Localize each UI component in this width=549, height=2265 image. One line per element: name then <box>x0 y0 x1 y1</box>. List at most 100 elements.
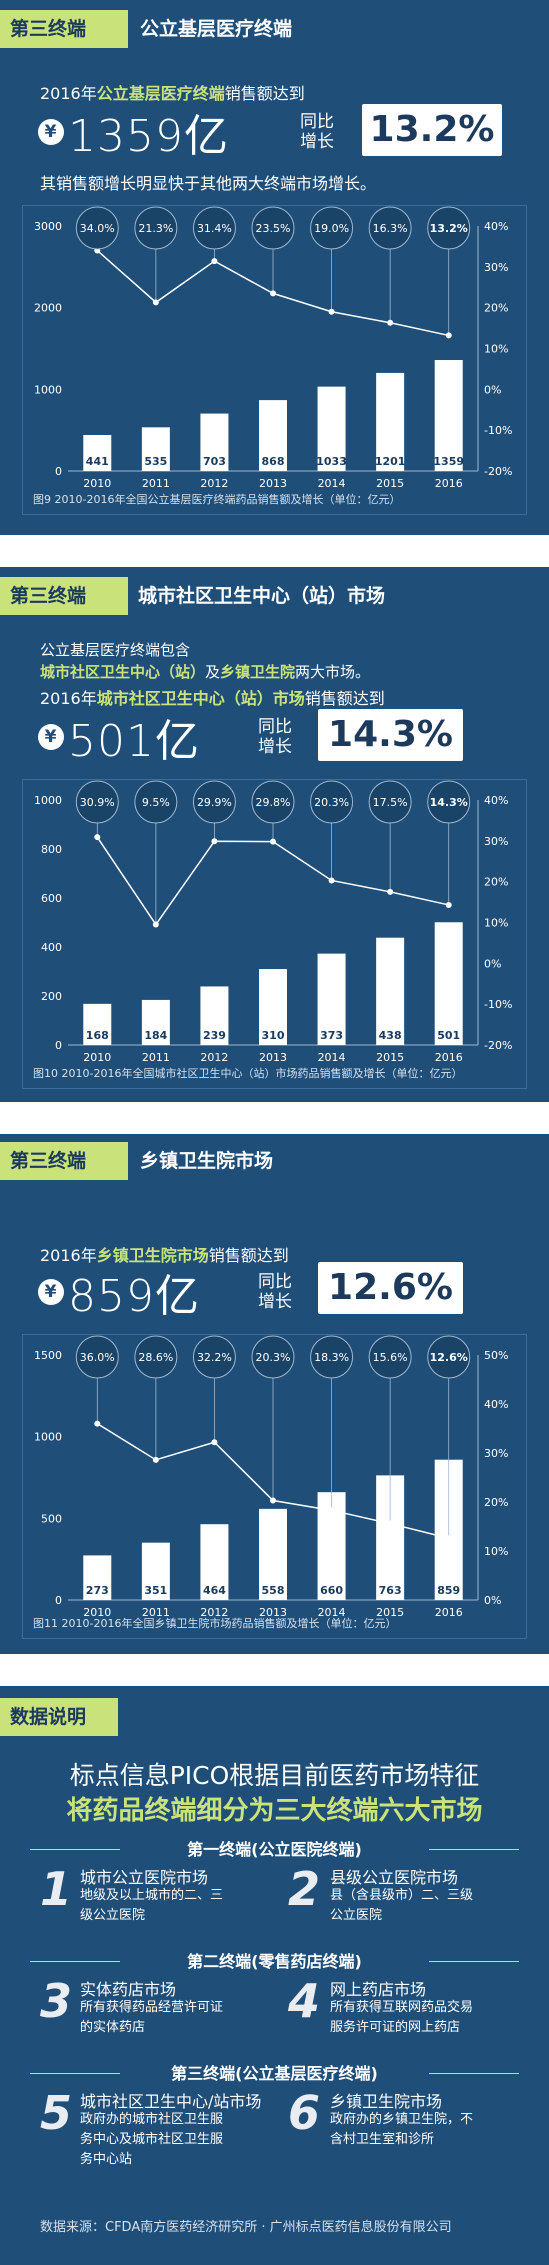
growth-label: 18.3% <box>314 1351 349 1364</box>
y2-tick-label: 20% <box>484 1496 508 1509</box>
section-title: 公立基层医疗终端 <box>140 18 293 40</box>
growth-label: 34.0% <box>80 222 115 235</box>
bar-value-label: 1201 <box>375 455 406 468</box>
item-1-title: 城市公立医院市场 <box>80 1868 209 1887</box>
chart-1: 0 1000 2000 3000 -20% -10% 0% 10% 20% 30% 40% 441 20… <box>34 206 512 490</box>
y-tick-label: 1000 <box>34 794 62 807</box>
section-title: 乡镇卫生院市场 <box>140 1150 274 1172</box>
y-tick-label: 1500 <box>34 1349 62 1362</box>
item-2-desc: 县（含县级市）二、三级 公立医院 <box>330 1888 474 1923</box>
bar-value-label: 373 <box>320 1029 343 1042</box>
growth-point <box>152 299 159 306</box>
bar-value-label: 1359 <box>433 455 464 468</box>
amount-value: ¥501亿 <box>38 705 200 769</box>
x-tick-label: 2016 <box>435 1606 463 1619</box>
item-3-desc: 所有获得药品经营许可证 的实体药店 <box>80 2000 224 2035</box>
y-tick-label: 3000 <box>34 220 62 233</box>
note-text: 其销售额增长明显快于其他两大终端市场增长。 <box>40 174 377 193</box>
section-2-panel: 第三终端 城市社区卫生中心（站）市场 公立基层医疗终端包含 城市社区卫生中心（站… <box>0 567 549 1102</box>
growth-bubble <box>368 1335 412 1379</box>
growth-point <box>152 1456 159 1463</box>
y2-tick-label: 30% <box>484 835 508 848</box>
x-tick-label: 2015 <box>376 1051 404 1064</box>
y2-tick-label: 40% <box>484 1398 508 1411</box>
growth-label: 29.9% <box>197 796 232 809</box>
y-tick-label: 600 <box>41 892 62 905</box>
yoy-label: 同比 增长 <box>258 1272 292 1312</box>
bar <box>259 1508 287 1600</box>
growth-point <box>387 319 394 326</box>
y-tick-label: 1000 <box>34 1431 62 1444</box>
x-tick-label: 2010 <box>83 1051 111 1064</box>
item-3-number: 3 <box>40 1974 73 2028</box>
y2-tick-label: -10% <box>484 998 512 1011</box>
growth-point <box>94 834 101 841</box>
y-tick-label: 2000 <box>34 302 62 315</box>
section-3-panel: 第三终端 乡镇卫生院市场 2016年乡镇卫生院市场销售额达到 ¥859亿 同比增… <box>0 1134 549 1654</box>
bar-value-label: 441 <box>86 455 109 468</box>
item-6-number: 6 <box>288 2086 321 2140</box>
info-headline-1: 标点信息PICO根据目前医药市场特征 <box>69 1761 480 1790</box>
item-3-title: 实体药店市场 <box>80 1980 177 1999</box>
growth-bubble <box>310 1335 354 1379</box>
growth-point <box>94 1420 101 1427</box>
y2-tick-label: 40% <box>484 220 508 233</box>
y-tick-label: 0 <box>55 465 62 478</box>
y2-tick-label: 0% <box>484 1594 501 1607</box>
bar <box>317 386 346 471</box>
y2-tick-label: 40% <box>484 794 508 807</box>
group-1-title: 第一终端(公立医院终端) <box>30 1836 519 1862</box>
y2-tick-label: 30% <box>484 261 508 274</box>
bar-value-label: 660 <box>320 1584 343 1597</box>
growth-bubble <box>427 780 471 824</box>
group-2-title: 第二终端(零售药店终端) <box>30 1948 519 1974</box>
bar-value-label: 273 <box>86 1584 109 1597</box>
section-title: 城市社区卫生中心（站）市场 <box>138 585 386 607</box>
chart-2-box: 0 200 400 600 800 1000 -20% -10% 0% 10% 20% 30% 40% 1… <box>22 779 527 1089</box>
x-tick-label: 2014 <box>318 1606 346 1619</box>
bar <box>83 434 112 471</box>
bar-value-label: 859 <box>437 1584 460 1597</box>
y2-tick-label: 10% <box>484 1545 508 1558</box>
growth-label: 29.8% <box>256 796 291 809</box>
x-tick-label: 2013 <box>259 477 287 490</box>
bar <box>83 1003 112 1045</box>
y2-tick-label: -10% <box>484 424 512 437</box>
y-tick-label: 800 <box>41 843 62 856</box>
bar <box>317 953 346 1045</box>
growth-point <box>387 888 394 895</box>
x-tick-label: 2012 <box>200 1606 228 1619</box>
info-panel: 数据说明 标点信息PICO根据目前医药市场特征 将药品终端细分为三大终端六大市场… <box>0 1686 549 2265</box>
x-tick-label: 2011 <box>142 1606 170 1619</box>
growth-bubble <box>192 206 236 250</box>
growth-bubble <box>251 206 295 250</box>
bar-value-label: 168 <box>86 1029 109 1042</box>
growth-label: 21.3% <box>138 222 173 235</box>
section-tag: 第三终端 <box>0 1142 128 1180</box>
bar-value-label: 438 <box>379 1029 402 1042</box>
item-1-desc: 地级及以上城市的二、三 级公立医院 <box>80 1888 224 1923</box>
growth-point <box>270 1497 276 1504</box>
y2-tick-label: 50% <box>484 1349 508 1362</box>
y2-tick-label: -20% <box>484 465 512 478</box>
x-tick-label: 2011 <box>142 1051 170 1064</box>
bar-value-label: 558 <box>262 1584 285 1597</box>
group-3-title: 第三终端(公立基层医疗终端) <box>30 2060 519 2086</box>
growth-bubble <box>75 206 119 250</box>
growth-bubble <box>75 780 119 824</box>
chart-caption: 图9 2010-2016年全国公立基层医疗终端药品销售额及增长（单位：亿元） <box>33 493 401 506</box>
growth-label: 14.3% <box>430 796 468 809</box>
growth-point <box>445 332 452 339</box>
x-tick-label: 2015 <box>376 477 404 490</box>
yoy-label: 同比 增长 <box>300 112 334 152</box>
item-5-title: 城市社区卫生中心/站市场 <box>80 2092 262 2111</box>
bar <box>259 400 287 471</box>
x-tick-label: 2015 <box>376 1606 404 1619</box>
item-2-number: 2 <box>288 1862 321 1916</box>
chart-3: 0 500 1000 1500 0% 10% 20% 30% 40% 50% 273 2010 351 2… <box>34 1335 508 1619</box>
growth-bubble <box>75 1335 119 1379</box>
amount-value: ¥859亿 <box>38 1260 200 1324</box>
growth-bubble <box>368 780 412 824</box>
growth-label: 23.5% <box>256 222 291 235</box>
growth-bubble <box>310 780 354 824</box>
